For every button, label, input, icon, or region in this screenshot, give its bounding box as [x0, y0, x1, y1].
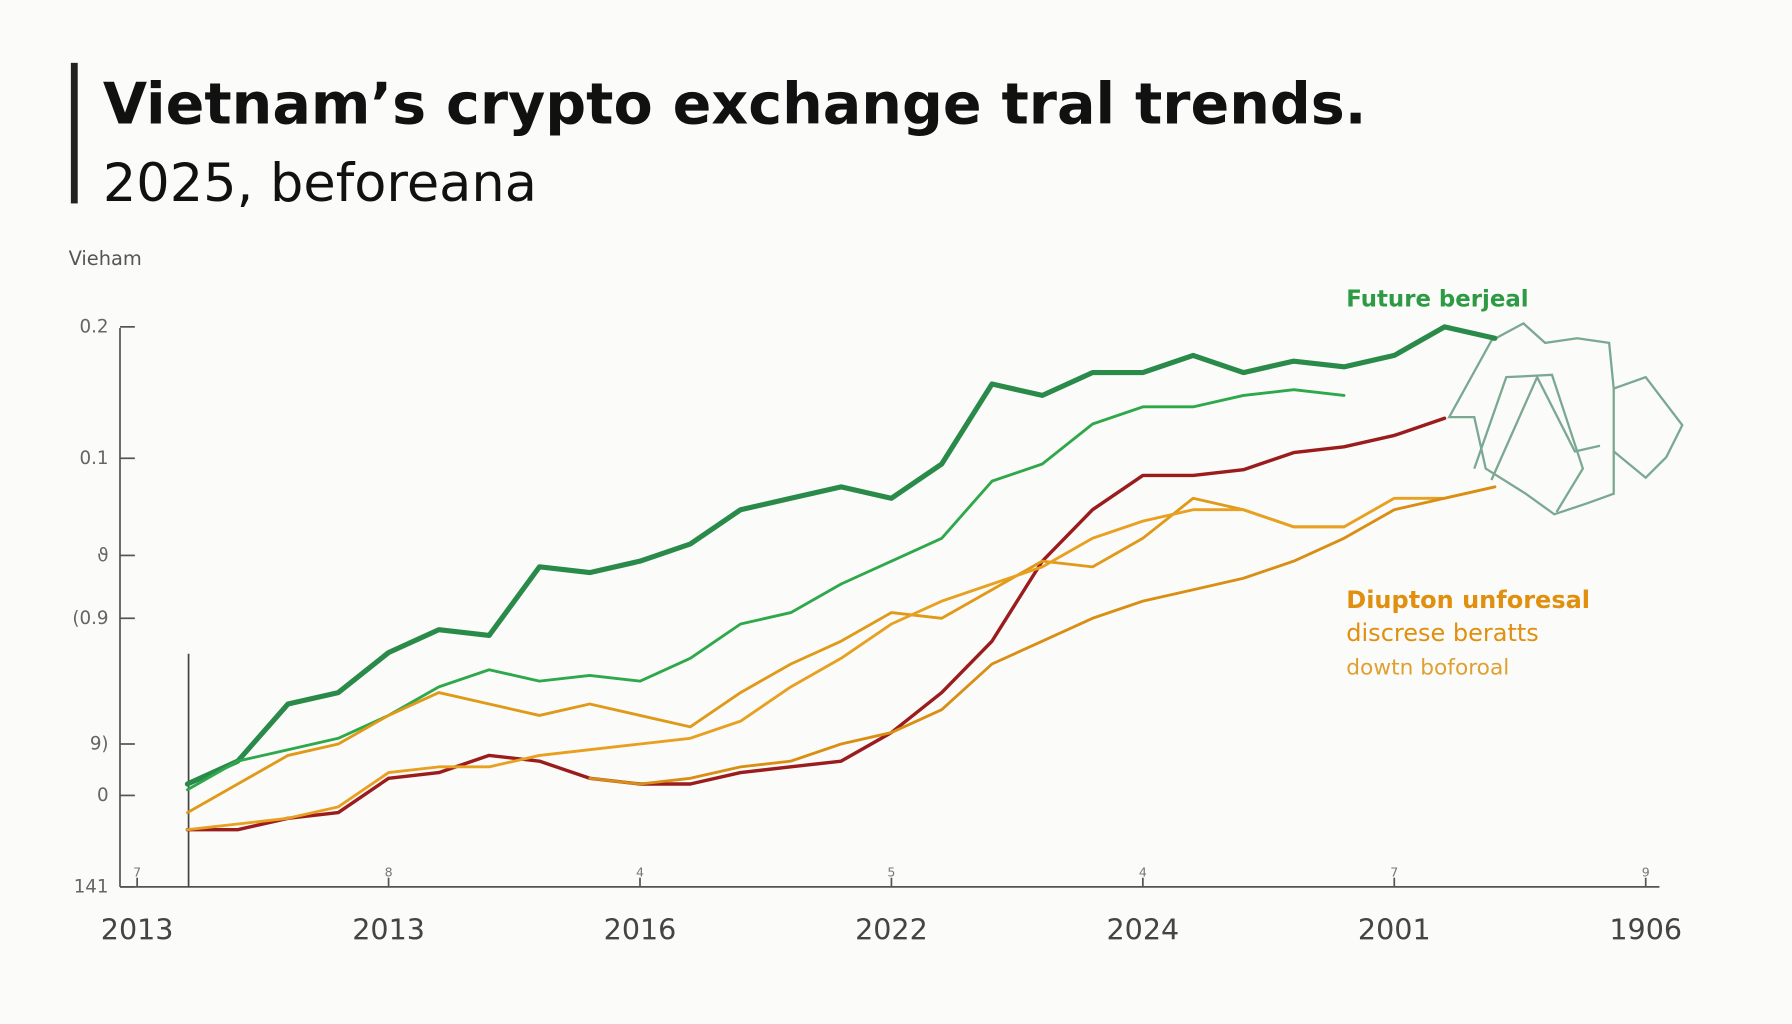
x-tick-label: 2024	[1107, 912, 1180, 946]
annotation: Future berjeal	[1346, 286, 1528, 312]
decorative-shapes	[1447, 322, 1684, 516]
y-tick-label: 0.2	[80, 317, 109, 338]
x-tick-sublabel: 5	[887, 865, 895, 880]
x-tick-sublabel: 7	[1390, 865, 1398, 880]
title-bar	[70, 62, 78, 204]
line-series	[186, 485, 1497, 832]
x-tick-label: 2001	[1358, 912, 1431, 946]
line-series	[185, 416, 1447, 832]
y-tick-label: 0	[97, 785, 109, 806]
line-series	[186, 496, 1346, 814]
y-tick-label: 141	[74, 877, 109, 898]
y-tick-label: ϑ	[97, 545, 108, 566]
chart-title: Vietnam’s crypto exchange tral trends.	[103, 71, 1367, 137]
x-tick-sublabel: 4	[1139, 865, 1147, 880]
y-axis-label: Vieham	[69, 247, 142, 270]
x-tick-sublabel: 7	[133, 865, 141, 880]
x-tick-sublabel: 8	[385, 865, 393, 880]
y-tick-label: 9)	[90, 734, 109, 755]
annotation: dowtn boforoal	[1346, 655, 1509, 680]
annotations: Future berjeal Diupton unforesal discrese …	[1346, 286, 1590, 680]
x-tick-label: 2016	[604, 912, 677, 946]
x-tick-label: 2013	[352, 912, 425, 946]
y-tick-label: 0.1	[80, 448, 109, 469]
annotation: discrese beratts	[1346, 619, 1539, 647]
ticks: 0.2 0.1 ϑ (0.9 9) 0 141 7 2013 8 2013 4 2016 5 2022 4 20…	[72, 317, 1682, 947]
x-tick-sublabel: 9	[1642, 865, 1650, 880]
x-tick-label: 2022	[855, 912, 928, 946]
x-tick-label: 1906	[1609, 912, 1682, 946]
line-series	[184, 324, 1498, 787]
series-group	[184, 324, 1498, 832]
annotation: Diupton unforesal	[1346, 586, 1590, 614]
line-series	[588, 485, 1497, 786]
chart-subtitle: 2025, beforeana	[103, 153, 537, 214]
y-tick-label: (0.9	[72, 608, 108, 629]
x-tick-sublabel: 4	[636, 865, 644, 880]
x-tick-label: 2013	[101, 912, 174, 946]
